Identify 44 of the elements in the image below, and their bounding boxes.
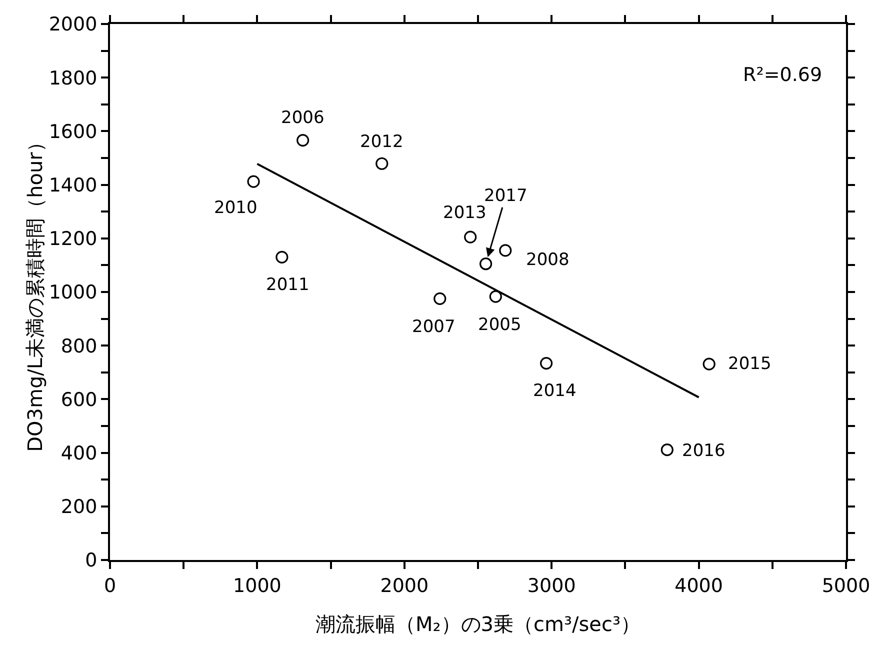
y-tick-label: 1200 (48, 228, 98, 250)
point (247, 175, 260, 188)
x-tick-label: 1000 (233, 574, 282, 597)
x-axis-title: 潮流振幅（M₂）の3乗（cm³/sec³） (316, 612, 640, 636)
point (540, 356, 553, 370)
y-tick-label: 600 (60, 388, 98, 411)
y-tick-label: 200 (60, 496, 98, 518)
annotation: 2005 (478, 315, 522, 335)
annotation: 2006 (281, 108, 324, 128)
annotation: 2008 (526, 250, 570, 270)
y-tick-label: 1800 (48, 67, 98, 90)
y-tick-label: 1000 (48, 282, 98, 304)
point (296, 134, 310, 147)
y-tick-label: 2000 (48, 14, 98, 36)
y-tick-label: 1600 (48, 120, 98, 143)
point (376, 157, 388, 170)
annotation: 2016 (682, 441, 726, 461)
point (276, 250, 288, 264)
x-tick-label: 3000 (527, 574, 576, 597)
x-tick-label: 2000 (380, 574, 429, 597)
point (499, 244, 512, 257)
y-tick-label: 0 (85, 550, 98, 572)
x-tick-label: 0 (104, 574, 116, 597)
y-tick-label: 800 (60, 335, 98, 358)
annotation: 2013 (443, 203, 486, 223)
point (434, 292, 446, 305)
annotation: 2015 (728, 354, 772, 374)
annotation: 2007 (412, 317, 456, 337)
x-tick-label: 5000 (822, 574, 870, 597)
point (702, 358, 716, 370)
point (480, 258, 492, 270)
annotation: 2011 (266, 275, 310, 295)
y-axis-title: DO3mg/L未満の累積時間（hour） (22, 132, 47, 452)
point (489, 290, 502, 303)
y-tick-label: 400 (60, 442, 98, 464)
annotation: 2012 (360, 132, 404, 152)
point (464, 230, 477, 244)
point (660, 444, 674, 456)
annotation: 2010 (214, 198, 258, 218)
x-tick-label: 4000 (674, 574, 723, 597)
annotation: 2014 (533, 381, 576, 401)
annotation: R²=0.69 (743, 64, 822, 86)
annotation: 2017 (484, 186, 528, 206)
y-tick-label: 1400 (48, 174, 98, 196)
